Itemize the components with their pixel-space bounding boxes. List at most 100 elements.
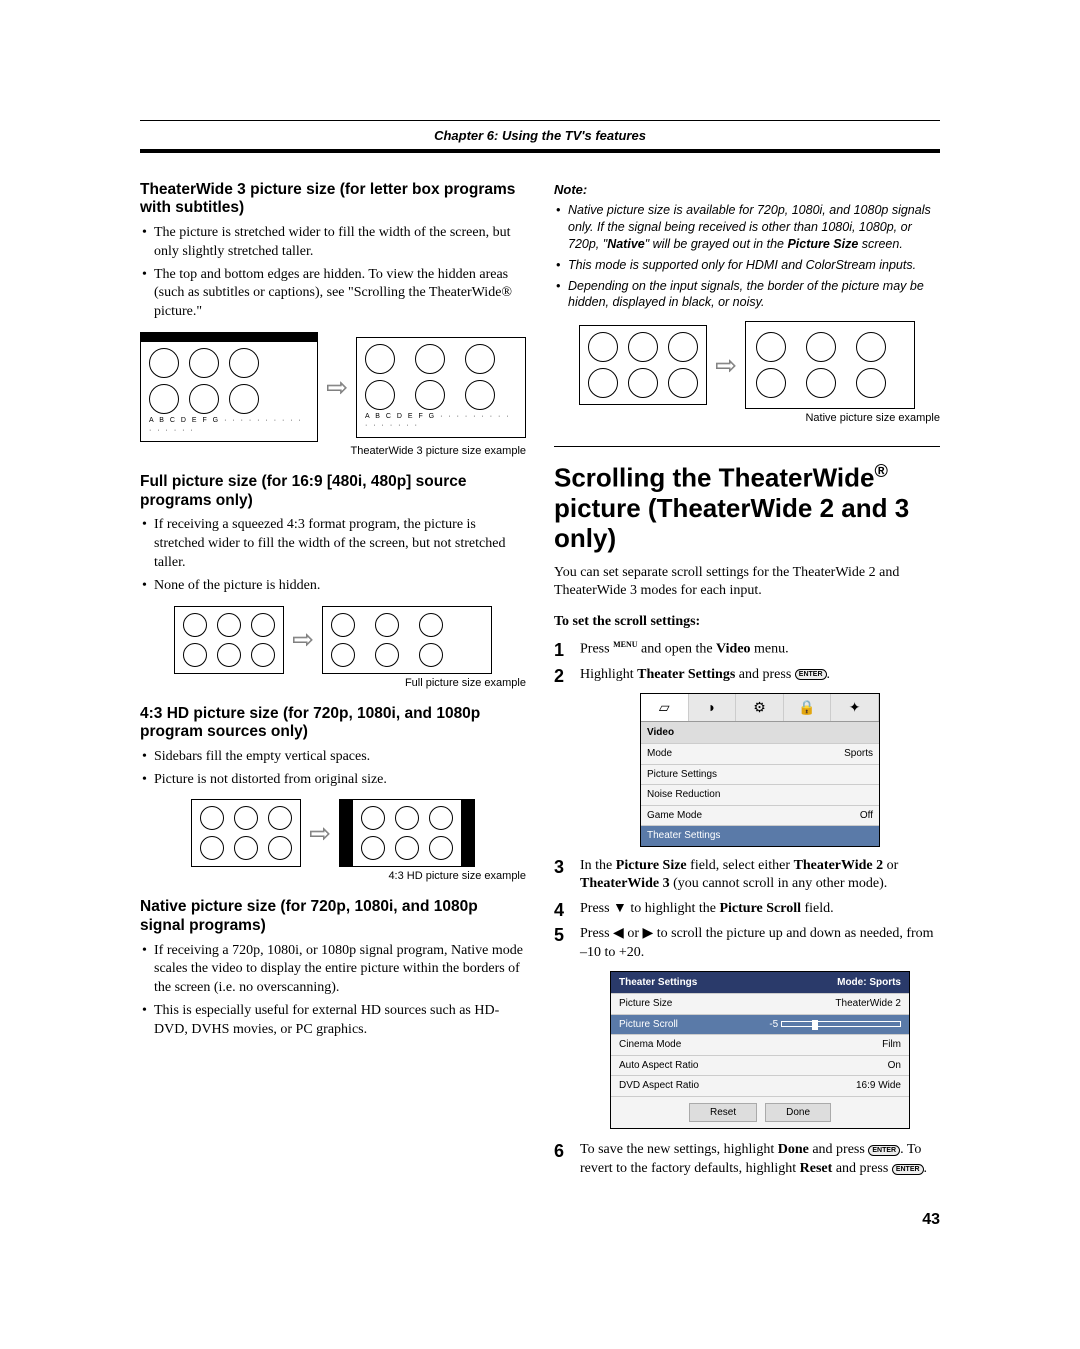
scroll-intro: You can set separate scroll settings for… [554,564,940,602]
text-bold: TheaterWide 2 [794,858,884,873]
tab-lock-icon: 🔒 [784,694,832,721]
hd43-heading: 4:3 HD picture size (for 720p, 1080i, an… [140,705,526,742]
to-set-label: To set the scroll settings: [554,613,940,632]
native-caption: Native picture size example [554,411,940,426]
step-1: Press MENU and open the Video menu. [554,640,940,660]
text: In the [580,858,616,873]
caption-strip: A B C D E F G · · · · · · · · · · · · · … [149,414,309,435]
step-3: In the Picture Size field, select either… [554,857,940,895]
step-2: Highlight Theater Settings and press ENT… [554,666,940,847]
page-number: 43 [140,1209,940,1231]
left-column: TheaterWide 3 picture size (for letter b… [140,181,526,1186]
bullet-item: Picture is not distorted from original s… [140,771,526,790]
tab-video-icon: ▱ [641,694,689,721]
note-title: Note: [554,181,940,199]
text: (you cannot scroll in any other mode). [670,876,888,891]
text-bold: Picture Size [616,858,687,873]
tab-setup-icon: ⚙ [736,694,784,721]
bullet-item: This mode is supported only for HDMI and… [554,257,940,274]
enter-icon: ENTER [868,1145,900,1156]
header-right: Mode: Sports [837,976,901,990]
frame [339,799,475,867]
menu-row: ModeSports [641,743,879,764]
full-heading: Full picture size (for 16:9 [480i, 480p]… [140,473,526,510]
text-bold: Picture Scroll [719,901,801,916]
menu-row: Picture Settings [641,764,879,785]
text: and open the [638,642,717,657]
right-column: Note: Native picture size is available f… [554,181,940,1186]
step-5: Press ◀ or ▶ to scroll the picture up an… [554,925,940,1129]
frame: A B C D E F G · · · · · · · · · · · · · … [356,337,526,438]
caption-strip: A B C D E F G · · · · · · · · · · · · · … [365,410,517,431]
native-heading: Native picture size (for 720p, 1080i, an… [140,898,526,935]
header-left: Theater Settings [619,976,697,990]
settings-footer: Reset Done [611,1096,909,1129]
full-bullets: If receiving a squeezed 4:3 format progr… [140,516,526,596]
text: and press [832,1161,892,1176]
text-bold: TheaterWide 3 [580,876,670,891]
tw3-caption: TheaterWide 3 picture size example [140,444,526,459]
native-bullets: If receiving a 720p, 1080i, or 1080p sig… [140,942,526,1040]
tab-apps-icon: ✦ [831,694,879,721]
settings-row: DVD Aspect Ratio16:9 Wide [611,1075,909,1096]
section-divider [554,446,940,447]
full-caption: Full picture size example [140,676,526,691]
menu-row-selected: Theater Settings [641,825,879,846]
settings-row: Cinema ModeFilm [611,1034,909,1055]
enter-icon: ENTER [795,669,827,680]
text: field, select either [687,858,794,873]
heading-sup: ® [874,461,887,481]
frame [322,606,492,674]
hd43-caption: 4:3 HD picture size example [140,869,526,884]
text: and press [809,1142,869,1157]
frame [579,325,707,405]
two-column-layout: TheaterWide 3 picture size (for letter b… [140,181,940,1186]
theater-settings-panel: Theater Settings Mode: Sports Picture Si… [610,971,910,1130]
settings-row: Auto Aspect RatioOn [611,1055,909,1076]
slider-icon [781,1021,901,1027]
step-4: Press ▼ to highlight the Picture Scroll … [554,900,940,919]
text: field. [801,901,834,916]
bullet-item: If receiving a squeezed 4:3 format progr… [140,516,526,573]
text-bold: Theater Settings [637,667,735,682]
arrow-icon: ⇨ [715,348,737,383]
heading-part: Scrolling the TheaterWide [554,463,874,493]
enter-icon: ENTER [892,1164,924,1175]
text-bold: Video [716,642,750,657]
heading-part: picture (TheaterWide 2 and 3 only) [554,493,909,553]
done-button: Done [765,1103,831,1123]
bullet-item: The picture is stretched wider to fill t… [140,224,526,262]
bullet-item: This is especially useful for external H… [140,1002,526,1040]
video-menu-panel: ▱ ◗ ⚙ 🔒 ✦ Video ModeSports Picture Setti… [640,693,880,847]
frame [191,799,301,867]
bullet-item: Native picture size is available for 720… [554,202,940,253]
diagram-after: A B C D E F G · · · · · · · · · · · · · … [356,337,526,438]
menu-tabs: ▱ ◗ ⚙ 🔒 ✦ [641,694,879,722]
bullet-item: The top and bottom edges are hidden. To … [140,266,526,323]
text: To save the new settings, highlight [580,1142,778,1157]
text-bold: Done [778,1142,809,1157]
hd43-diagram: ⇨ [140,799,526,867]
reset-button: Reset [689,1103,757,1123]
steps-list: Press MENU and open the Video menu. High… [554,640,940,1179]
diagram-before: A B C D E F G · · · · · · · · · · · · · … [140,332,318,442]
frame [174,606,284,674]
full-diagram: ⇨ [140,606,526,674]
tw3-heading: TheaterWide 3 picture size (for letter b… [140,181,526,218]
native-diagram: ⇨ [554,321,940,409]
bullet-item: If receiving a 720p, 1080i, or 1080p sig… [140,942,526,999]
menu-row: Game ModeOff [641,805,879,826]
note-bullets: Native picture size is available for 720… [554,202,940,311]
chapter-header: Chapter 6: Using the TV's features [140,120,940,153]
text: Press ▼ to highlight the [580,901,719,916]
text-bold: Reset [800,1161,833,1176]
tw3-diagram: A B C D E F G · · · · · · · · · · · · · … [140,332,526,442]
text: menu. [751,642,789,657]
arrow-icon: ⇨ [326,370,348,405]
text: Press ◀ or ▶ to scroll the picture up an… [580,926,934,960]
settings-row: Picture SizeTheaterWide 2 [611,993,909,1014]
text: Highlight [580,667,637,682]
settings-header: Theater Settings Mode: Sports [611,972,909,994]
arrow-icon: ⇨ [309,816,331,851]
scroll-heading: Scrolling the TheaterWide® picture (Thea… [554,461,940,553]
